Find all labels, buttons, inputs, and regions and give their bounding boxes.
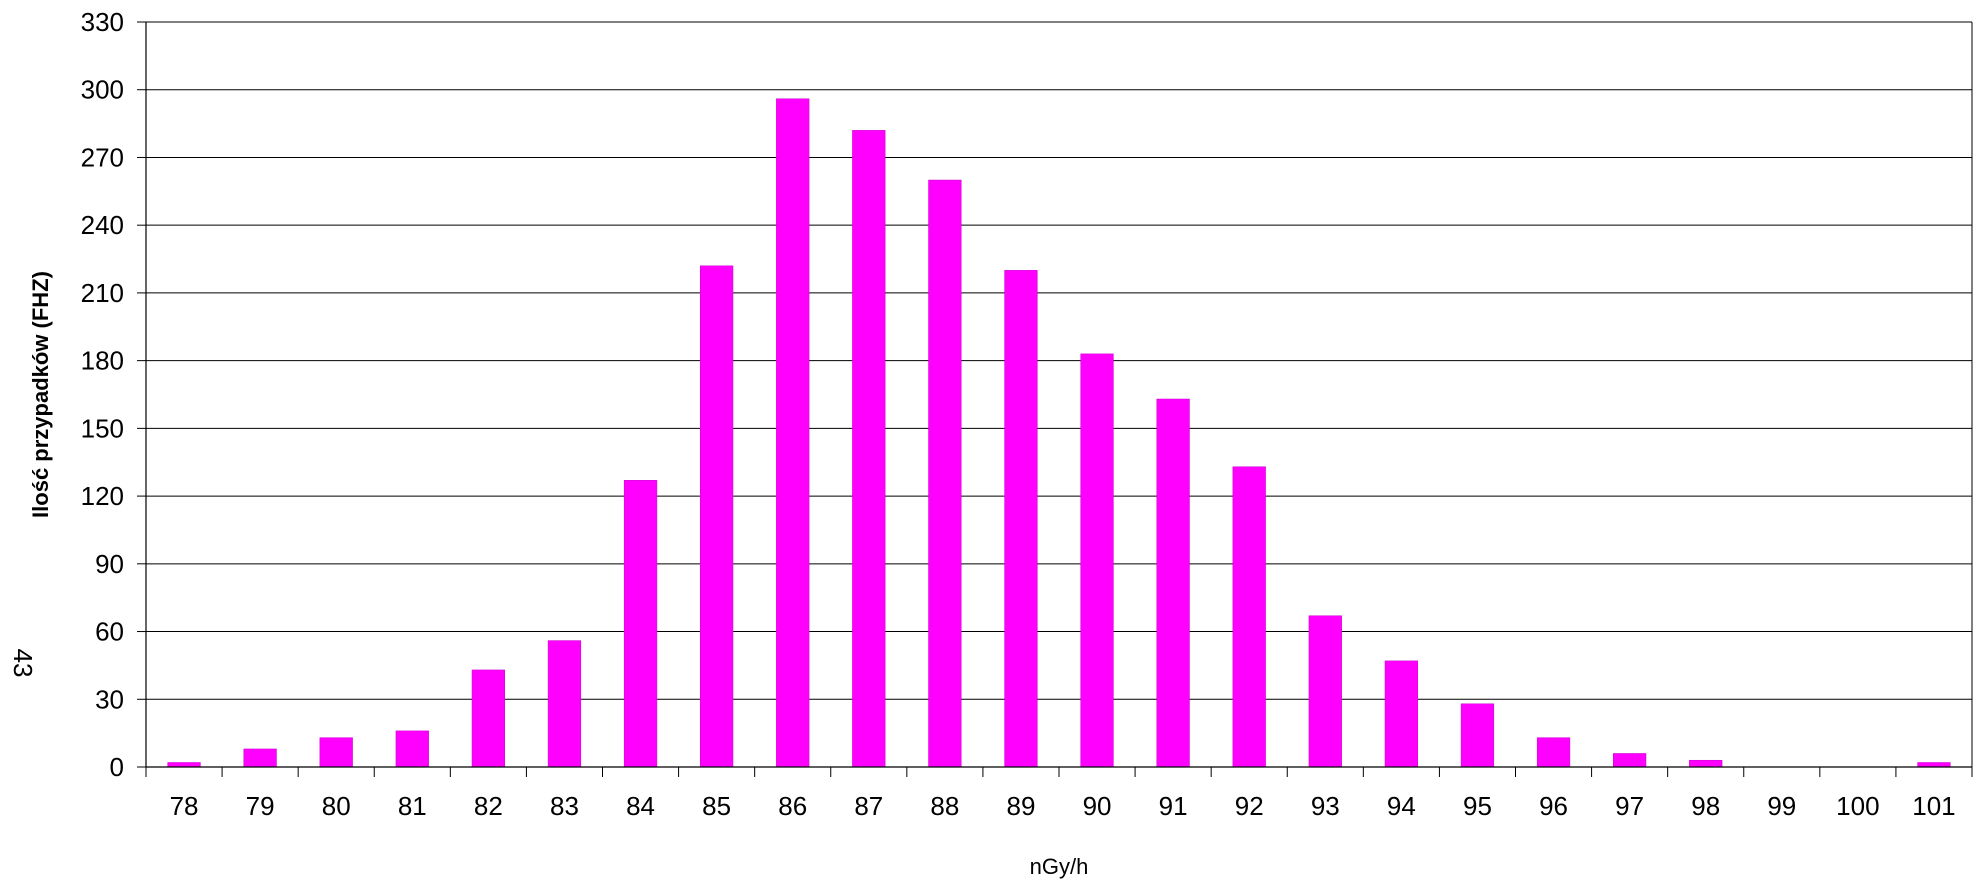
bar-91 xyxy=(1156,398,1190,768)
y-tick-label: 60 xyxy=(95,617,124,647)
bar-84 xyxy=(623,480,658,768)
x-axis-title: nGy/h xyxy=(1030,854,1089,879)
bar-81 xyxy=(395,730,429,768)
x-tick-label: 97 xyxy=(1615,791,1644,821)
bar-92 xyxy=(1232,466,1266,768)
bar-95 xyxy=(1460,703,1495,768)
bar-97 xyxy=(1613,753,1647,768)
x-tick-label: 85 xyxy=(702,791,731,821)
x-tick-label: 87 xyxy=(854,791,883,821)
x-tick-label: 81 xyxy=(398,791,427,821)
x-tick-label: 91 xyxy=(1159,791,1188,821)
bar-96 xyxy=(1536,737,1571,768)
bar-79 xyxy=(243,748,277,768)
x-tick-label: 82 xyxy=(474,791,503,821)
x-tick-label: 89 xyxy=(1006,791,1035,821)
x-tick-label: 93 xyxy=(1311,791,1340,821)
bar-82 xyxy=(471,669,505,768)
gridlines xyxy=(146,21,1972,700)
x-tick-label: 95 xyxy=(1463,791,1492,821)
y-tick-label: 300 xyxy=(81,75,124,105)
bar-80 xyxy=(319,737,353,768)
x-tick-label: 80 xyxy=(322,791,351,821)
bars xyxy=(167,98,1951,768)
x-tick-label: 100 xyxy=(1836,791,1879,821)
y-tick-label: 270 xyxy=(81,142,124,172)
bar-88 xyxy=(928,179,962,768)
y-tick-label: 90 xyxy=(95,549,124,579)
x-tick-label: 84 xyxy=(626,791,655,821)
bar-83 xyxy=(547,640,582,768)
bar-98 xyxy=(1689,759,1723,768)
bar-101 xyxy=(1917,762,1951,768)
y-tick-label: 120 xyxy=(81,481,124,511)
y-tick-label: 330 xyxy=(81,7,124,37)
x-tick-label: 96 xyxy=(1539,791,1568,821)
y-tick-label: 0 xyxy=(110,752,124,782)
bar-85 xyxy=(700,265,734,768)
bar-86 xyxy=(776,98,810,768)
bar-89 xyxy=(1004,270,1038,768)
bar-93 xyxy=(1308,615,1342,768)
x-tick-label: 88 xyxy=(930,791,959,821)
x-tick-labels: 78 79 80 81 82 83 84 85 86 87 88 89 90 91 92 93 94 95 96 97… xyxy=(170,791,1956,821)
page-number-note: 43 xyxy=(8,649,38,678)
y-tick-label: 180 xyxy=(81,346,124,376)
y-axis-title: Ilość przypadków (FHZ) xyxy=(28,271,53,518)
axes xyxy=(137,21,1973,777)
bar-87 xyxy=(852,130,886,768)
y-tick-label: 150 xyxy=(81,413,124,443)
y-tick-label: 240 xyxy=(81,210,124,240)
y-tick-label: 210 xyxy=(81,278,124,308)
x-tick-label: 78 xyxy=(170,791,199,821)
bar-90 xyxy=(1080,353,1114,768)
x-tick-label: 101 xyxy=(1912,791,1955,821)
x-tick-label: 90 xyxy=(1083,791,1112,821)
x-tick-label: 98 xyxy=(1691,791,1720,821)
bar-78 xyxy=(167,762,201,768)
x-tick-label: 83 xyxy=(550,791,579,821)
bar-94 xyxy=(1384,660,1418,768)
x-tick-label: 79 xyxy=(246,791,275,821)
x-tick-label: 92 xyxy=(1235,791,1264,821)
x-tick-label: 94 xyxy=(1387,791,1416,821)
x-tick-label: 86 xyxy=(778,791,807,821)
y-tick-labels: 0 30 60 90 120 150 180 210 240 270 300 330 xyxy=(81,7,124,782)
y-tick-label: 30 xyxy=(95,684,124,714)
x-tick-label: 99 xyxy=(1767,791,1796,821)
